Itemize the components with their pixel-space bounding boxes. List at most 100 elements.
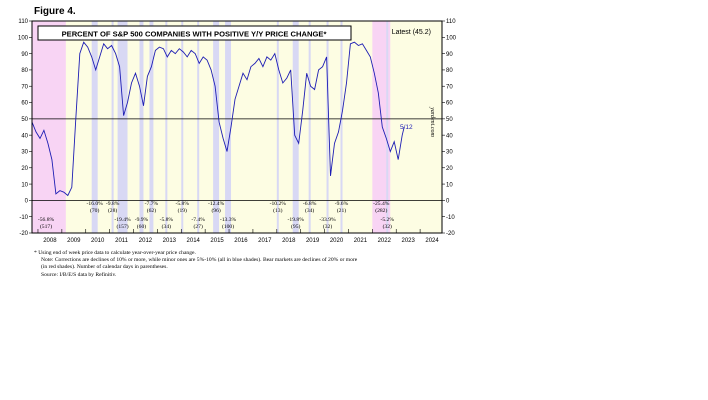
decline-days-4: (62) <box>147 207 156 214</box>
correction-shade-1 <box>111 21 114 233</box>
y-tick-label-left-90: 90 <box>21 52 28 58</box>
x-tick-label-2022: 2022 <box>378 238 392 244</box>
note-2: Note: Corrections are declines of 10% or… <box>41 257 358 264</box>
decline-label-4: -7.7% <box>145 201 159 207</box>
decline-label-6: -5.8% <box>176 201 190 207</box>
reference-lines <box>32 118 442 201</box>
decline-days-2: (157) <box>116 223 128 230</box>
plot-frame <box>31 20 443 234</box>
y-tick-label-right--20: -20 <box>446 231 455 237</box>
latest-label: Latest (45.2) <box>392 29 431 36</box>
decline-days-12: (34) <box>305 207 314 214</box>
y-tick-label-left-110: 110 <box>18 19 28 25</box>
end-label: 5/12 <box>400 124 413 131</box>
y-tick-label-right-0: 0 <box>446 199 450 205</box>
bear-shade-0 <box>32 21 66 233</box>
y-tick-label-left-100: 100 <box>18 36 29 42</box>
watermark: yardeni.com <box>429 106 435 137</box>
x-tick-label-2023: 2023 <box>401 238 415 244</box>
x-tick-label-2018: 2018 <box>282 238 296 244</box>
decline-days-10: (13) <box>273 207 282 214</box>
decline-days-3: (60) <box>137 223 146 230</box>
x-tick-label-2014: 2014 <box>187 238 201 244</box>
decline-days-11: (95) <box>291 223 300 230</box>
decline-label-17: -25.4% <box>373 201 390 207</box>
decline-days-13: (32) <box>323 223 332 230</box>
y-tick-label-left--20: -20 <box>19 231 28 237</box>
y-tick-label-right-60: 60 <box>446 101 453 107</box>
x-tick-label-2024: 2024 <box>425 238 439 244</box>
y-tick-label-left--10: -10 <box>19 215 28 221</box>
decline-label-12: -6.8% <box>303 201 317 207</box>
bear-shade-1 <box>372 21 391 233</box>
decline-days-15: (32) <box>383 223 392 230</box>
decline-label-15: -5.2% <box>381 217 395 223</box>
x-tick-label-2010: 2010 <box>91 238 105 244</box>
decline-days-16: (517) <box>40 223 52 230</box>
correction-shade-14 <box>340 21 343 233</box>
figure-label: Figure 4. <box>34 6 76 17</box>
series-line <box>31 41 405 197</box>
decline-days-17: (282) <box>375 207 387 214</box>
decline-days-1: (28) <box>108 207 117 214</box>
x-tick-label-2017: 2017 <box>258 238 272 244</box>
decline-label-11: -19.8% <box>288 217 305 223</box>
y-tick-label-right-20: 20 <box>446 166 453 172</box>
decline-label-0: -16.0% <box>87 201 104 207</box>
y-tick-label-left-30: 30 <box>21 150 28 156</box>
y-tick-label-right-80: 80 <box>446 68 453 74</box>
y-tick-label-left-40: 40 <box>21 133 28 139</box>
correction-shade-12 <box>308 21 311 233</box>
x-tick-label-2011: 2011 <box>115 238 129 244</box>
decline-label-1: -9.8% <box>106 201 120 207</box>
correction-shade-6 <box>181 21 184 233</box>
y-tick-label-right-90: 90 <box>446 52 453 58</box>
decline-label-8: -12.4% <box>208 201 225 207</box>
y-tick-label-left-50: 50 <box>21 117 28 123</box>
correction-shade-0 <box>91 21 98 233</box>
correction-shade-7 <box>197 21 200 233</box>
correction-shade-11 <box>292 21 299 233</box>
decline-days-6: (19) <box>178 207 187 214</box>
decline-label-5: -5.8% <box>160 217 174 223</box>
y-tick-label-right-50: 50 <box>446 117 453 123</box>
correction-shade-8 <box>213 21 220 233</box>
y-tick-label-right-110: 110 <box>446 19 456 25</box>
y-tick-label-left-10: 10 <box>21 182 28 188</box>
y-tick-label-right--10: -10 <box>446 215 455 221</box>
correction-shade-4 <box>149 21 154 233</box>
correction-shade-15 <box>386 21 389 233</box>
y-tick-label-left-80: 80 <box>21 68 28 74</box>
decline-label-13: -33.9% <box>319 217 336 223</box>
correction-shade-2 <box>117 21 128 233</box>
decline-days-7: (27) <box>194 223 203 230</box>
x-tick-label-2009: 2009 <box>67 238 81 244</box>
x-tick-label-2015: 2015 <box>210 238 224 244</box>
decline-days-9: (100) <box>222 223 234 230</box>
shaded-periods <box>32 21 442 233</box>
correction-shade-3 <box>139 21 144 233</box>
series-polyline <box>31 41 405 197</box>
correction-shade-13 <box>326 21 329 233</box>
correction-shade-9 <box>225 21 232 233</box>
x-tick-label-2016: 2016 <box>234 238 248 244</box>
note-1: * Using end of week price data to calcul… <box>34 250 196 256</box>
x-tick-label-2008: 2008 <box>43 238 57 244</box>
decline-label-9: -13.3% <box>220 217 237 223</box>
x-tick-label-2020: 2020 <box>330 238 344 244</box>
note-4: Source: I/B/E/S data by Refinitiv. <box>41 271 117 278</box>
x-tick-label-2012: 2012 <box>139 238 153 244</box>
notes: * Using end of week price data to calcul… <box>34 250 357 279</box>
y-tick-label-right-100: 100 <box>446 36 457 42</box>
chart-title: PERCENT OF S&P 500 COMPANIES WITH POSITI… <box>62 30 327 39</box>
correction-shade-10 <box>276 21 279 233</box>
note-3: (in red shades). Number of calendar days… <box>41 264 168 271</box>
annotations: -16.0%(70) -9.8%(28) -19.4%(157) -9.9%(60) -… <box>38 201 395 230</box>
decline-label-16: -56.8% <box>38 217 55 223</box>
y-tick-label-right-10: 10 <box>446 182 453 188</box>
y-tick-label-right-70: 70 <box>446 84 453 90</box>
decline-label-7: -7.4% <box>191 217 205 223</box>
decline-days-5: (34) <box>162 223 171 230</box>
